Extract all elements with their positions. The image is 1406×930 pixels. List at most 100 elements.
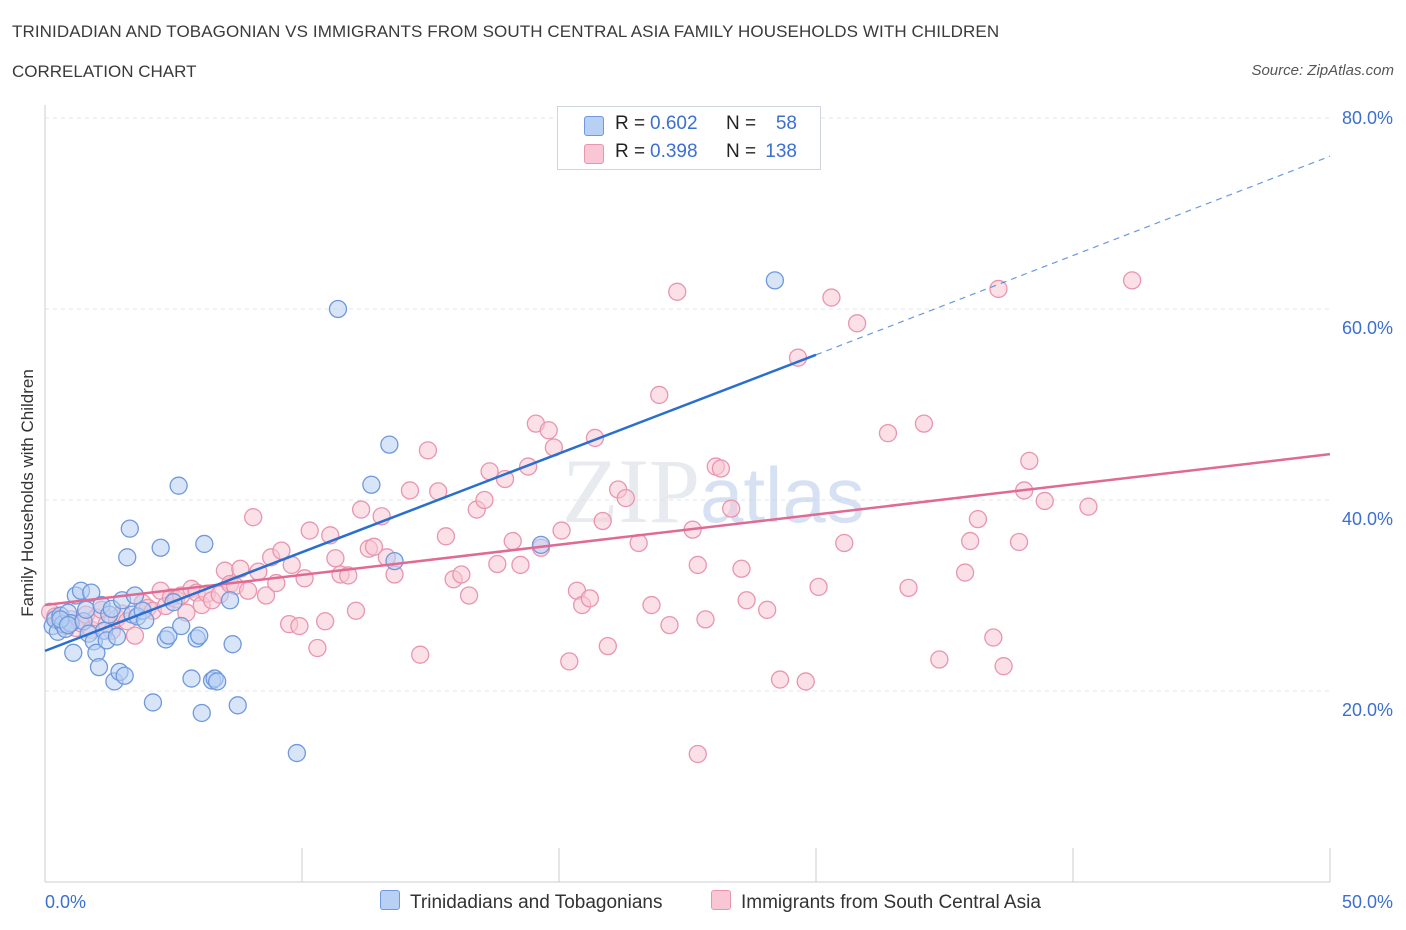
point-series-2 [722, 499, 741, 518]
point-series-2 [968, 509, 988, 529]
trend-line-series-2 [44, 452, 1331, 607]
point-series-2 [696, 610, 715, 629]
axes [44, 105, 1331, 883]
x-tick-label-min: 0.0% [45, 892, 86, 912]
point-series-1 [115, 666, 134, 685]
point-series-2 [488, 554, 507, 574]
series-1-n-value: 58 [775, 113, 797, 134]
series-2-swatch [584, 144, 604, 164]
legend-item-series-2[interactable]: Immigrants from South Central Asia [711, 890, 1041, 914]
point-series-1 [765, 271, 785, 290]
point-series-2 [770, 670, 790, 689]
point-series-1 [107, 627, 127, 646]
point-series-1 [195, 534, 214, 554]
point-series-2 [400, 481, 420, 500]
trend-lines [44, 155, 1331, 653]
point-series-2 [688, 744, 707, 764]
point-series-2 [930, 650, 949, 669]
point-series-2 [290, 616, 309, 636]
point-series-2 [650, 385, 669, 405]
point-series-2 [295, 569, 314, 588]
point-series-2 [616, 488, 635, 508]
series-2-r-value: 0.398 [650, 141, 698, 162]
point-series-1 [228, 696, 247, 715]
point-series-2 [984, 628, 1003, 647]
point-series-2 [1122, 271, 1142, 290]
point-series-2 [914, 414, 934, 433]
point-series-2 [989, 279, 1008, 299]
point-series-2 [364, 537, 384, 556]
point-series-1 [169, 476, 188, 495]
point-series-1 [159, 626, 178, 645]
point-series-2 [346, 601, 366, 620]
point-series-2 [511, 555, 530, 575]
y-tick-label-80: 80.0% [1342, 108, 1393, 128]
point-series-1 [118, 548, 137, 567]
point-series-2 [418, 441, 438, 460]
n-label: N = [726, 113, 757, 134]
point-series-2 [994, 657, 1013, 676]
legend-item-series-1[interactable]: Trinidadians and Tobagonians [380, 890, 662, 914]
point-series-2 [308, 638, 327, 658]
point-series-2 [326, 549, 345, 568]
y-tick-label-60: 60.0% [1342, 318, 1393, 338]
y-axis-label: Family Households with Children [18, 369, 37, 617]
point-series-2 [961, 531, 980, 551]
r-label: R = [615, 141, 646, 162]
point-series-2 [737, 591, 756, 610]
point-series-2 [560, 652, 579, 671]
point-series-2 [822, 288, 841, 307]
legend-swatch-series-2 [711, 890, 731, 910]
point-series-2 [796, 672, 815, 691]
legend-label-series-1: Trinidadians and Tobagonians [410, 892, 663, 913]
point-series-2 [593, 511, 612, 531]
trend-line-series-1 [44, 353, 817, 653]
point-series-2 [711, 459, 731, 478]
point-series-1 [120, 519, 139, 538]
point-series-2 [503, 531, 522, 551]
point-series-2 [732, 559, 751, 578]
chart-title: TRINIDADIAN AND TOBAGONIAN VS IMMIGRANTS… [12, 22, 1000, 41]
point-series-2 [1020, 451, 1039, 470]
point-series-1 [182, 669, 201, 688]
point-series-1 [208, 672, 227, 691]
source-note: Source: ZipAtlas.com [1251, 62, 1394, 79]
y-tick-label-40: 40.0% [1342, 509, 1393, 529]
trend-line-series-1-extension [815, 155, 1331, 356]
legend-swatch-series-1 [380, 890, 400, 910]
point-series-1 [151, 538, 170, 557]
point-series-2 [256, 586, 276, 605]
series-1-r-value: 0.602 [650, 113, 698, 134]
point-series-2 [300, 521, 319, 540]
point-series-2 [955, 563, 975, 582]
x-tick-label-max: 50.0% [1342, 892, 1393, 912]
y-tick-labels: 20.0% 40.0% 60.0% 80.0% [1342, 108, 1393, 720]
point-series-2 [878, 423, 898, 443]
point-series-2 [668, 282, 687, 301]
point-series-2 [411, 645, 430, 664]
stats-legend: R = 0.602 N = 58 R = 0.398 N = 138 [557, 106, 821, 170]
point-series-2 [539, 421, 558, 440]
point-series-1 [380, 435, 399, 454]
point-series-1 [82, 583, 101, 602]
point-series-1 [362, 475, 381, 494]
point-series-1 [172, 616, 191, 636]
point-series-2 [459, 586, 479, 605]
point-series-1 [76, 600, 96, 619]
y-tick-label-20: 20.0% [1342, 700, 1393, 720]
point-series-2 [452, 565, 471, 584]
series-1-points [43, 271, 785, 763]
point-series-2 [688, 555, 707, 575]
n-label: N = [726, 141, 757, 162]
point-series-2 [238, 581, 258, 600]
point-series-2 [847, 314, 867, 333]
point-series-1 [220, 591, 240, 610]
point-series-2 [809, 577, 828, 597]
point-series-1 [89, 657, 109, 677]
point-series-2 [475, 490, 494, 510]
point-series-1 [223, 635, 242, 654]
point-series-1 [58, 615, 78, 635]
point-series-1 [328, 299, 348, 319]
point-series-1 [143, 693, 163, 712]
